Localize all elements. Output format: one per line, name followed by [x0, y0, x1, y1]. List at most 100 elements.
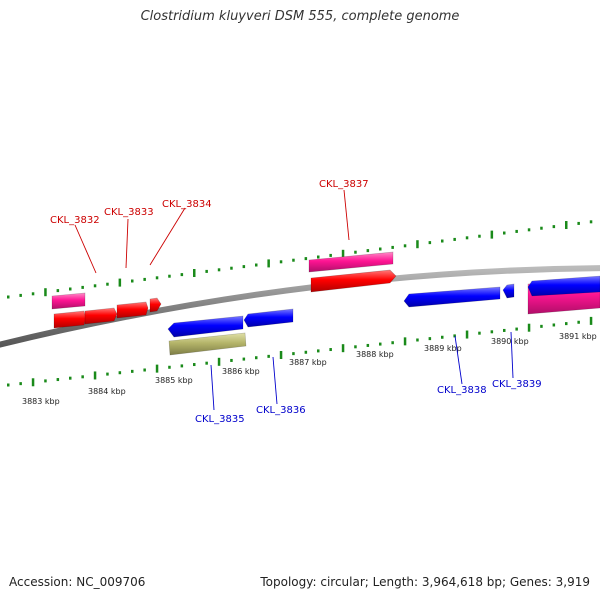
minor-tick [403, 244, 407, 248]
minor-tick [31, 292, 35, 296]
minor-tick [131, 279, 134, 283]
minor-tick [379, 247, 382, 251]
minor-tick [441, 239, 444, 243]
minor-tick [577, 320, 580, 324]
scale-labels: 3883 kbp 3884 kbp 3885 kbp 3886 kbp 3887 kbp… [22, 332, 597, 406]
feature-label-CKL_3832[interactable]: CKL_3832 [50, 215, 100, 226]
feature-label-CKL_3838[interactable]: CKL_3838 [437, 385, 487, 396]
minor-tick [589, 220, 593, 224]
reverse-cds-CKL_3836[interactable] [243, 308, 294, 328]
major-tick [44, 288, 47, 297]
minor-tick [428, 241, 432, 245]
scale-tick-label: 3891 kbp [559, 332, 597, 341]
minor-tick [19, 293, 22, 297]
major-tick [403, 337, 407, 346]
scale-tick-label: 3889 kbp [424, 344, 462, 353]
genome-backbone [0, 265, 600, 348]
scale-tick-label: 3884 kbp [88, 387, 126, 396]
minor-tick [205, 269, 208, 273]
label-leader-line [272, 356, 278, 405]
rna-feature[interactable] [168, 332, 247, 356]
forward-gene-CKL_3837[interactable] [308, 251, 394, 273]
forward-cds-CKL_3834[interactable] [116, 301, 149, 319]
major-tick [93, 371, 97, 380]
forward-cds-CKL_3837[interactable] [310, 269, 397, 293]
minor-tick [69, 287, 72, 291]
label-leader-line [510, 331, 514, 379]
major-tick [465, 330, 469, 339]
feature-label-CKL_3837[interactable]: CKL_3837 [319, 179, 369, 190]
reverse-cds-CKL_3839[interactable] [502, 283, 515, 299]
minor-tick [155, 276, 159, 280]
minor-tick [93, 284, 97, 288]
scale-tick-label: 3887 kbp [289, 358, 327, 367]
feature-label-CKL_3834[interactable]: CKL_3834 [162, 199, 212, 210]
minor-tick [180, 364, 184, 368]
minor-tick [44, 379, 47, 383]
minor-tick [366, 249, 370, 253]
major-tick [589, 316, 593, 325]
minor-tick [56, 378, 60, 382]
minor-tick [106, 372, 109, 376]
minor-tick [56, 289, 60, 293]
minor-tick [552, 225, 556, 229]
scale-tick-label: 3890 kbp [491, 337, 529, 346]
minor-tick [478, 234, 481, 238]
minor-tick [465, 236, 469, 240]
major-tick [279, 350, 283, 359]
minor-tick [503, 231, 506, 235]
minor-tick [515, 327, 518, 331]
minor-tick [7, 383, 10, 387]
major-tick [193, 269, 196, 278]
feature-labels: CKL_3832 CKL_3833 CKL_3834 CKL_3837 CKL_3835… [50, 179, 542, 425]
feature-label-CKL_3839[interactable]: CKL_3839 [492, 379, 542, 390]
reverse-cds-right[interactable] [527, 275, 600, 297]
minor-tick [490, 330, 494, 334]
major-tick [341, 249, 345, 258]
reverse-cds-CKL_3835[interactable] [167, 315, 244, 338]
minor-tick [565, 322, 568, 326]
forward-gene-CKL_3832[interactable] [51, 292, 86, 310]
major-tick [341, 344, 345, 353]
minor-tick [106, 282, 109, 286]
minor-tick [540, 324, 543, 328]
minor-tick [503, 328, 506, 332]
minor-tick [255, 263, 258, 267]
label-leaders [74, 189, 514, 411]
minor-tick [267, 354, 270, 358]
minor-tick [255, 356, 258, 360]
minor-tick [329, 253, 332, 257]
minor-tick [7, 295, 10, 299]
minor-tick [453, 237, 456, 241]
minor-tick [69, 376, 72, 380]
major-tick [416, 240, 419, 249]
accession-text: Accession: NC_009706 [9, 575, 146, 589]
forward-cds-CKL_3832[interactable] [53, 310, 87, 329]
minor-tick [230, 358, 233, 362]
major-tick [267, 259, 270, 268]
feature-label-CKL_3836[interactable]: CKL_3836 [256, 405, 306, 416]
minor-tick [540, 226, 543, 230]
scale-tick-label: 3883 kbp [22, 397, 60, 406]
minor-tick [354, 250, 357, 254]
minor-tick [81, 375, 84, 379]
minor-tick [317, 349, 320, 353]
minor-tick [180, 273, 184, 277]
major-tick [217, 357, 221, 366]
feature-track [51, 251, 600, 356]
minor-tick [515, 229, 518, 233]
minor-tick [168, 274, 171, 278]
major-tick [565, 221, 568, 230]
forward-tick-row [7, 220, 593, 299]
feature-label-CKL_3833[interactable]: CKL_3833 [104, 207, 154, 218]
minor-tick [230, 266, 233, 270]
label-leader-line [210, 364, 215, 411]
minor-tick [217, 268, 221, 272]
reverse-cds-CKL_3838[interactable] [403, 286, 501, 308]
forward-cds-CKL_3833[interactable] [84, 307, 118, 325]
feature-label-CKL_3835[interactable]: CKL_3835 [195, 414, 245, 425]
label-leader-line [343, 189, 350, 241]
forward-cds-small[interactable] [149, 297, 162, 313]
minor-tick [292, 352, 295, 356]
